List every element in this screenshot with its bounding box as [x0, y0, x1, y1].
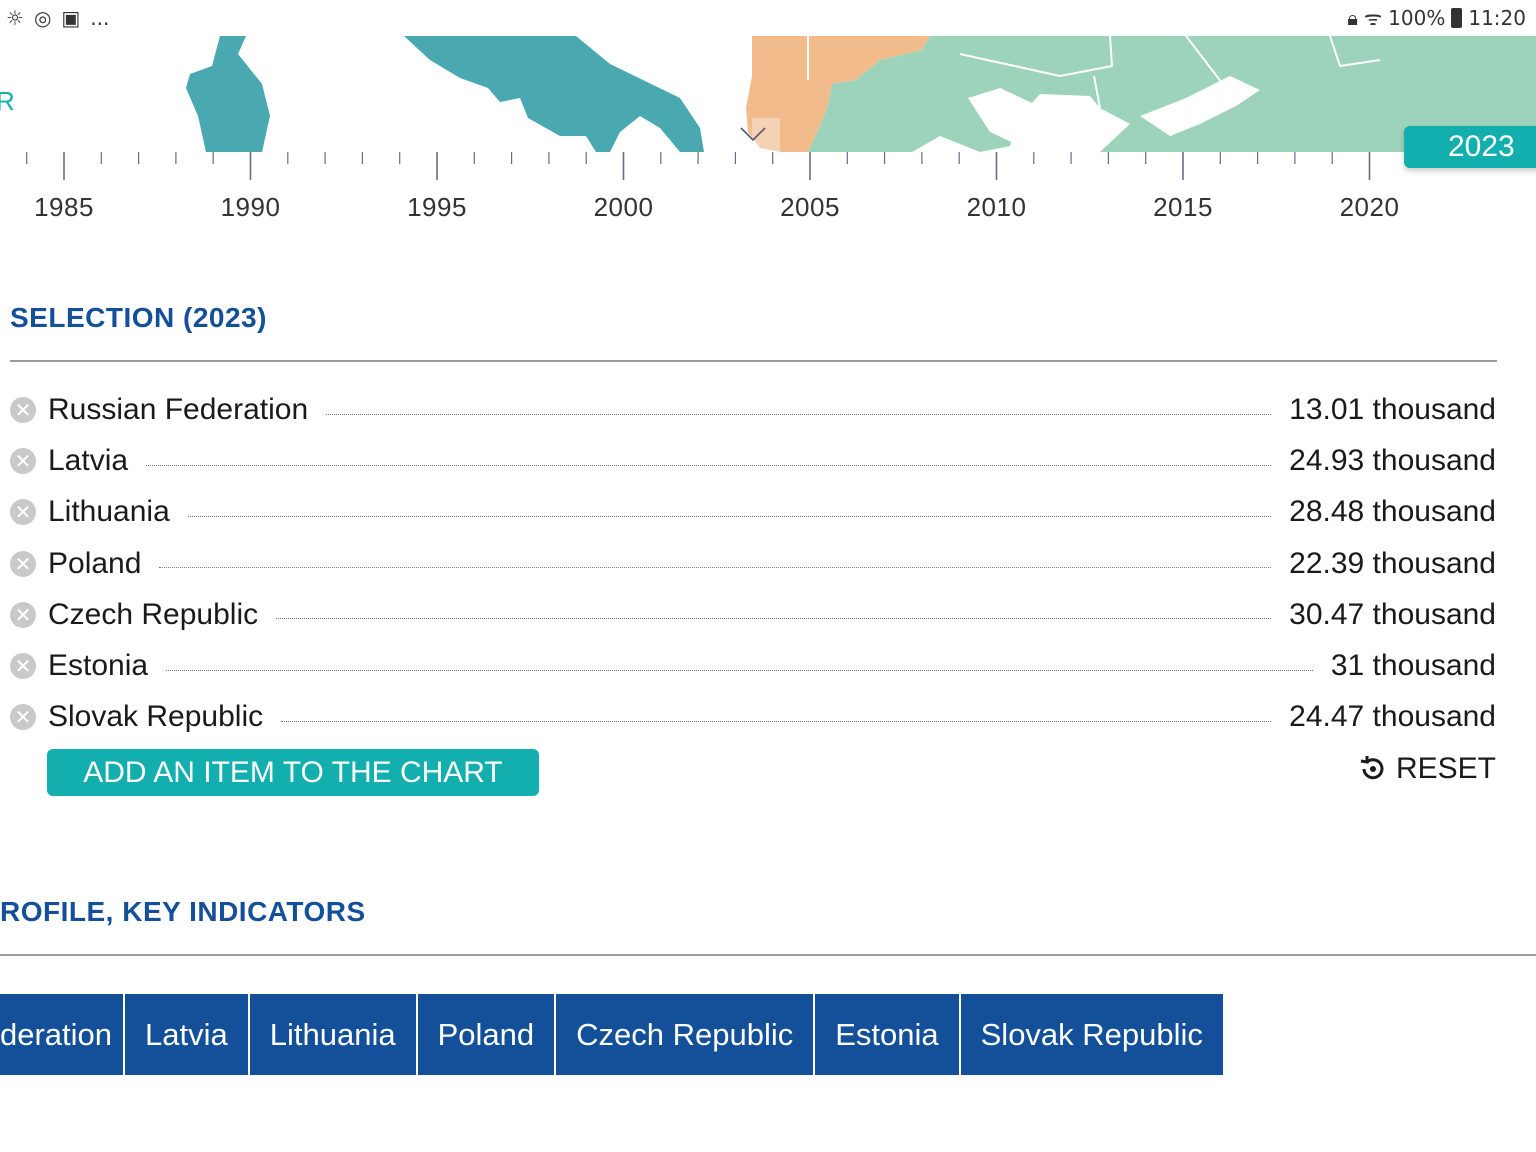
country-name: Lithuania: [48, 495, 170, 529]
country-value: 24.93 thousand: [1289, 444, 1496, 478]
map-region-middle: [404, 36, 704, 152]
image-icon: ▣: [61, 6, 81, 30]
sync-icon: ◎: [33, 6, 52, 30]
remove-icon[interactable]: ✕: [10, 550, 36, 577]
selection-row: ✕ Lithuania 28.48 thousand: [10, 492, 1496, 532]
battery-percent: 100%: [1388, 6, 1446, 30]
map-border-1: [807, 36, 1381, 109]
country-value: 13.01 thousand: [1289, 393, 1496, 426]
remove-icon[interactable]: ✕: [10, 499, 36, 526]
dotted-leader: [146, 464, 1272, 466]
year-label[interactable]: 1990: [220, 192, 281, 222]
clock: 11:20: [1468, 6, 1526, 30]
country-value: 28.48 thousand: [1289, 495, 1496, 529]
map-region-orange: [746, 36, 930, 152]
year-label[interactable]: 2000: [593, 192, 654, 222]
dotted-leader: [326, 413, 1272, 415]
country-name: Estonia: [48, 649, 149, 682]
wifi-icon: ᯤ: [1363, 6, 1383, 30]
map-island-2: [1140, 76, 1260, 136]
remove-icon[interactable]: ✕: [10, 601, 36, 628]
timeline-ticks: [26, 152, 1520, 180]
country-tab[interactable]: Latvia: [125, 994, 250, 1075]
year-label[interactable]: 2015: [1153, 192, 1213, 222]
dotted-leader: [276, 618, 1272, 620]
country-value: 22.39 thousand: [1289, 546, 1496, 580]
chevron-down-icon: [740, 127, 766, 142]
left-edge-letter: R: [0, 86, 15, 116]
year-timeline[interactable]: R 1985 1990 1995 2000 2005 2010 2015 2020 2 2023: [0, 36, 1536, 236]
dotted-leader: [187, 515, 1272, 517]
year-label[interactable]: 1985: [34, 192, 94, 222]
country-tab[interactable]: Czech Republic: [556, 994, 816, 1075]
selection-row: ✕ Latvia 24.93 thousand: [10, 441, 1496, 481]
year-label[interactable]: 1995: [407, 192, 467, 222]
remove-icon[interactable]: ✕: [10, 448, 36, 475]
year-label[interactable]: 2010: [966, 192, 1027, 222]
battery-icon: [1451, 8, 1463, 28]
year-label[interactable]: 2005: [780, 192, 840, 222]
selection-row: ✕ Czech Republic 30.47 thousand: [10, 595, 1496, 635]
reset-label: RESET: [1395, 752, 1496, 785]
selection-row: ✕ Poland 22.39 thousand: [10, 544, 1496, 584]
reset-button[interactable]: RESET: [1358, 752, 1496, 786]
selection-row: ✕ Estonia 31 thousand: [10, 646, 1496, 686]
year-label[interactable]: 2020: [1339, 192, 1400, 222]
year-label[interactable]: 2: [1506, 192, 1536, 223]
more-notifications: ...: [90, 6, 110, 30]
remove-icon[interactable]: ✕: [10, 704, 36, 731]
selection-divider: [10, 360, 1497, 362]
current-year-marker[interactable]: 2023: [1404, 126, 1536, 168]
country-name: Slovak Republic: [48, 700, 264, 734]
remove-icon[interactable]: ✕: [10, 397, 36, 423]
country-value: 24.47 thousand: [1289, 700, 1496, 734]
country-name: Russian Federation: [48, 393, 309, 426]
remove-icon[interactable]: ✕: [10, 653, 36, 679]
dotted-leader: [159, 567, 1272, 569]
dotted-leader: [281, 720, 1272, 722]
lock-icon: 🔒︎: [1347, 6, 1358, 30]
reset-icon: [1360, 756, 1384, 780]
country-value: 31 thousand: [1330, 649, 1496, 682]
profile-divider: [0, 954, 1536, 956]
selection-title: SELECTION (2023): [10, 302, 267, 333]
country-value: 30.47 thousand: [1289, 597, 1496, 631]
selection-row: ✕ Slovak Republic 24.47 thousand: [10, 697, 1496, 737]
map-region-left: [186, 36, 270, 152]
selection-row: ✕ Russian Federation 13.01 thousand: [10, 390, 1496, 430]
country-tab[interactable]: Slovak Republic: [960, 994, 1225, 1075]
status-bar: ☼ ◎ ▣ ... 🔒︎ ᯤ 100% 11:20: [0, 0, 1536, 36]
country-tab[interactable]: Estonia: [815, 994, 961, 1075]
country-name: Poland: [48, 546, 142, 580]
profile-title: ROFILE, KEY INDICATORS: [0, 896, 366, 927]
country-tab[interactable]: deration: [0, 994, 125, 1075]
country-tab[interactable]: Lithuania: [249, 994, 418, 1075]
map-background: [186, 36, 1536, 152]
country-name: Latvia: [48, 444, 129, 478]
country-tabs: deration Latvia Lithuania Poland Czech Repub…: [0, 994, 1225, 1075]
weather-icon: ☼: [6, 6, 24, 30]
country-name: Czech Republic: [48, 597, 259, 631]
map-island-1: [968, 88, 1064, 146]
dotted-leader: [166, 669, 1313, 671]
country-tab[interactable]: Poland: [417, 994, 557, 1075]
add-item-button[interactable]: ADD AN ITEM TO THE CHART: [47, 749, 539, 796]
timeline-marker-highlight: [752, 118, 780, 152]
